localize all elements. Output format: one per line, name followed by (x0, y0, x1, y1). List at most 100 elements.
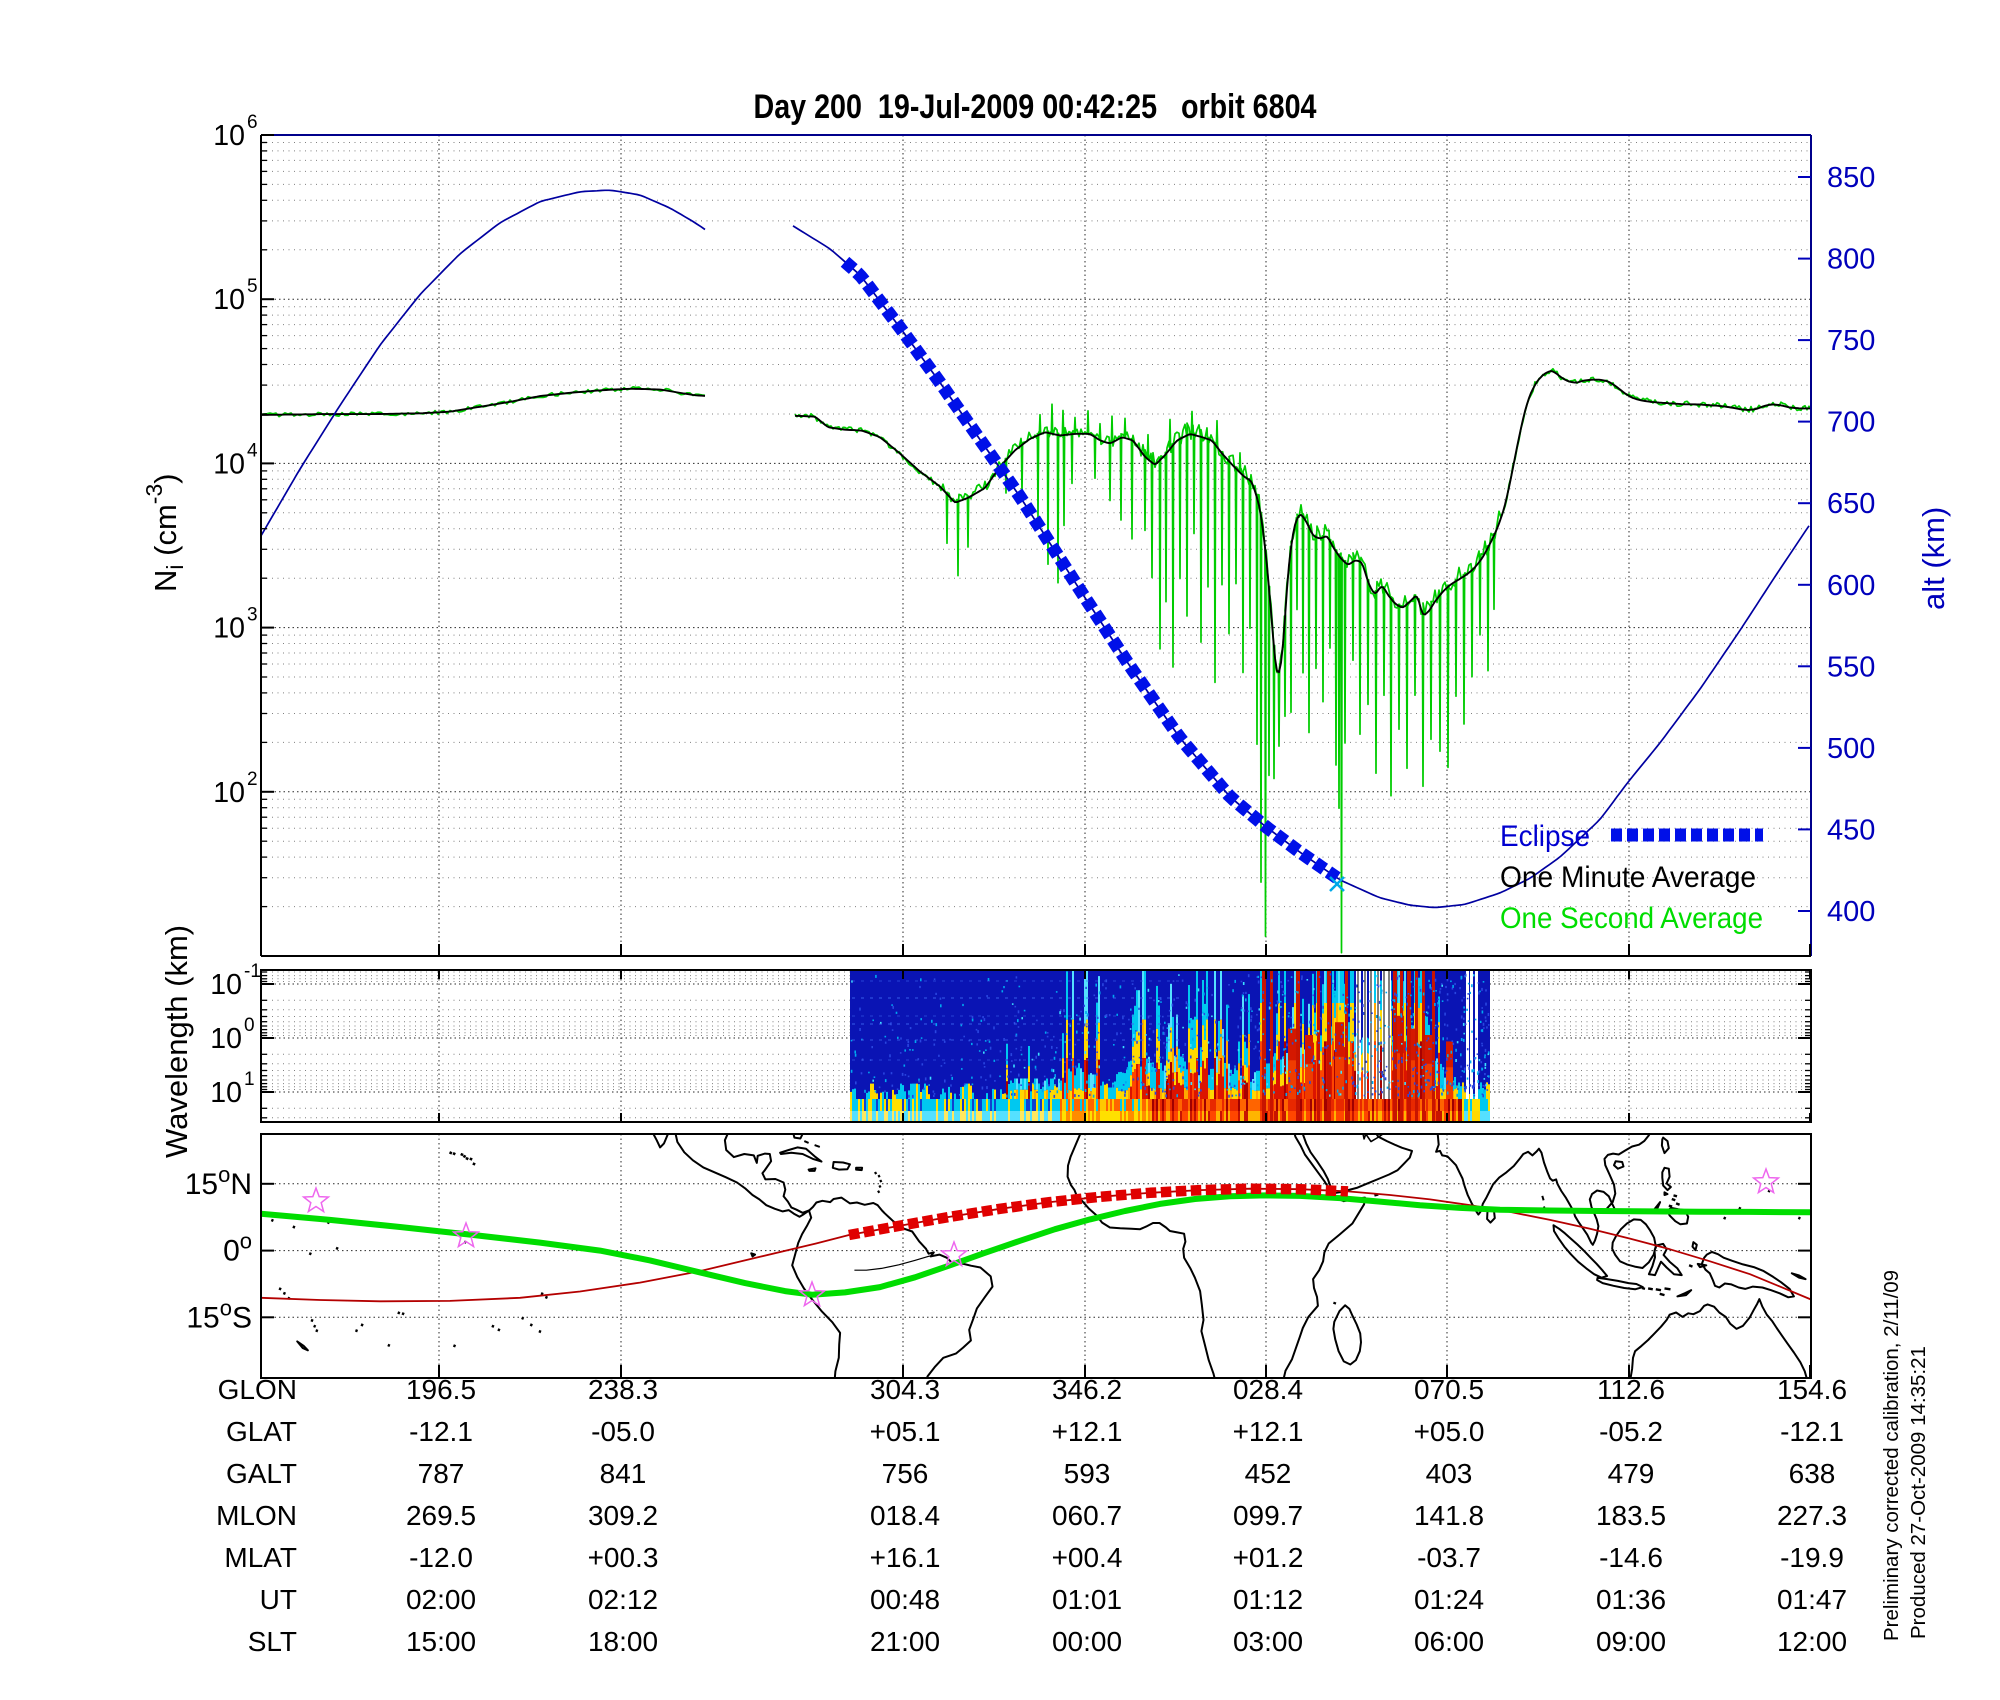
svg-text:112.6: 112.6 (1597, 1374, 1665, 1405)
svg-text:18:00: 18:00 (588, 1626, 658, 1657)
svg-text:Preliminary corrected calibrat: Preliminary corrected calibration, 2/11/… (1880, 1270, 1903, 1641)
svg-text:346.2: 346.2 (1052, 1374, 1122, 1405)
svg-text:450: 450 (1827, 814, 1875, 846)
svg-text:600: 600 (1827, 570, 1875, 602)
svg-text:10: 10 (213, 448, 245, 480)
svg-text:10: 10 (210, 1023, 242, 1055)
svg-text:309.2: 309.2 (588, 1500, 658, 1531)
svg-text:10: 10 (210, 1077, 242, 1109)
svg-text:+05.0: +05.0 (1414, 1416, 1485, 1447)
svg-text:+01.2: +01.2 (1233, 1542, 1304, 1573)
svg-text:MLON: MLON (216, 1500, 297, 1531)
svg-text:10: 10 (213, 613, 245, 645)
svg-text:787: 787 (418, 1458, 465, 1489)
svg-text:-03.7: -03.7 (1417, 1542, 1481, 1573)
svg-text:500: 500 (1827, 733, 1875, 765)
svg-text:0: 0 (244, 1015, 255, 1036)
svg-text:01:24: 01:24 (1414, 1584, 1484, 1615)
svg-text:-05.0: -05.0 (591, 1416, 655, 1447)
svg-text:070.5: 070.5 (1414, 1374, 1484, 1405)
svg-text:+05.1: +05.1 (870, 1416, 941, 1447)
svg-text:154.6: 154.6 (1777, 1374, 1847, 1405)
svg-text:238.3: 238.3 (588, 1374, 658, 1405)
svg-text:028.4: 028.4 (1233, 1374, 1303, 1405)
svg-text:01:36: 01:36 (1596, 1584, 1666, 1615)
svg-text:5: 5 (247, 276, 258, 297)
svg-text:SLT: SLT (248, 1626, 297, 1657)
svg-text:479: 479 (1608, 1458, 1655, 1489)
svg-text:+16.1: +16.1 (870, 1542, 941, 1573)
svg-text:+12.1: +12.1 (1233, 1416, 1304, 1447)
svg-text:638: 638 (1789, 1458, 1836, 1489)
svg-text:-12.1: -12.1 (1780, 1416, 1844, 1447)
svg-text:Wavelength (km): Wavelength (km) (159, 925, 194, 1158)
svg-text:800: 800 (1827, 244, 1875, 276)
svg-text:UT: UT (260, 1584, 297, 1615)
svg-text:-19.9: -19.9 (1780, 1542, 1844, 1573)
svg-text:Day 200 19-Jul-2009 00:42:25: Day 200 19-Jul-2009 00:42:25 orbit 6804 (754, 88, 1317, 126)
svg-text:227.3: 227.3 (1777, 1500, 1847, 1531)
svg-text:650: 650 (1827, 488, 1875, 520)
svg-text:2: 2 (247, 769, 258, 790)
svg-text:403: 403 (1426, 1458, 1473, 1489)
svg-text:1: 1 (244, 1069, 255, 1090)
svg-text:3: 3 (247, 605, 258, 626)
svg-text:15:00: 15:00 (406, 1626, 476, 1657)
svg-text:alt (km): alt (km) (1916, 507, 1951, 610)
svg-text:10: 10 (213, 777, 245, 809)
svg-text:09:00: 09:00 (1596, 1626, 1666, 1657)
svg-text:02:12: 02:12 (588, 1584, 658, 1615)
svg-text:Ni (cm-3): Ni (cm-3) (141, 473, 188, 592)
svg-text:MLAT: MLAT (224, 1542, 297, 1573)
svg-text:-05.2: -05.2 (1599, 1416, 1663, 1447)
svg-text:+12.1: +12.1 (1052, 1416, 1123, 1447)
svg-text:452: 452 (1245, 1458, 1292, 1489)
svg-text:018.4: 018.4 (870, 1500, 940, 1531)
svg-text:756: 756 (882, 1458, 929, 1489)
svg-text:550: 550 (1827, 651, 1875, 683)
svg-text:01:12: 01:12 (1233, 1584, 1303, 1615)
svg-text:-12.0: -12.0 (409, 1542, 473, 1573)
svg-text:183.5: 183.5 (1596, 1500, 1666, 1531)
svg-text:01:47: 01:47 (1777, 1584, 1847, 1615)
svg-text:700: 700 (1827, 407, 1875, 439)
svg-text:593: 593 (1064, 1458, 1111, 1489)
svg-text:400: 400 (1827, 896, 1875, 928)
svg-text:Produced 27-Oct-2009 14:35:21: Produced 27-Oct-2009 14:35:21 (1907, 1346, 1930, 1639)
svg-text:02:00: 02:00 (406, 1584, 476, 1615)
svg-text:099.7: 099.7 (1233, 1500, 1303, 1531)
svg-text:141.8: 141.8 (1414, 1500, 1484, 1531)
svg-text:+00.4: +00.4 (1052, 1542, 1123, 1573)
svg-text:GLON: GLON (218, 1374, 297, 1405)
svg-text:10: 10 (213, 284, 245, 316)
svg-text:-14.6: -14.6 (1599, 1542, 1663, 1573)
svg-text:10: 10 (210, 969, 242, 1001)
svg-text:060.7: 060.7 (1052, 1500, 1122, 1531)
svg-text:03:00: 03:00 (1233, 1626, 1303, 1657)
svg-text:15oS: 15oS (186, 1295, 252, 1334)
svg-text:01:01: 01:01 (1052, 1584, 1122, 1615)
svg-text:GLAT: GLAT (226, 1416, 297, 1447)
svg-text:304.3: 304.3 (870, 1374, 940, 1405)
svg-text:Eclipse: Eclipse (1500, 820, 1590, 853)
svg-text:00:00: 00:00 (1052, 1626, 1122, 1657)
svg-text:10: 10 (213, 120, 245, 152)
svg-text:4: 4 (247, 440, 258, 461)
svg-text:21:00: 21:00 (870, 1626, 940, 1657)
svg-text:0o: 0o (223, 1229, 252, 1268)
svg-text:6: 6 (247, 112, 258, 133)
svg-text:+00.3: +00.3 (588, 1542, 659, 1573)
svg-text:One Second Average: One Second Average (1500, 902, 1763, 935)
svg-text:841: 841 (600, 1458, 647, 1489)
svg-text:12:00: 12:00 (1777, 1626, 1847, 1657)
svg-text:850: 850 (1827, 162, 1875, 194)
svg-text:00:48: 00:48 (870, 1584, 940, 1615)
svg-text:750: 750 (1827, 325, 1875, 357)
svg-text:-12.1: -12.1 (409, 1416, 473, 1447)
svg-text:196.5: 196.5 (406, 1374, 476, 1405)
svg-text:GALT: GALT (226, 1458, 297, 1489)
svg-text:269.5: 269.5 (406, 1500, 476, 1531)
svg-text:-1: -1 (244, 961, 261, 982)
svg-text:06:00: 06:00 (1414, 1626, 1484, 1657)
svg-text:One Minute Average: One Minute Average (1500, 861, 1756, 894)
